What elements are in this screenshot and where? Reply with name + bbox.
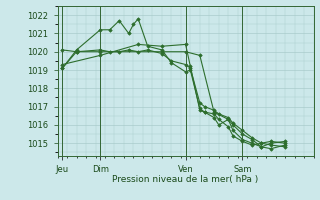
X-axis label: Pression niveau de la mer( hPa ): Pression niveau de la mer( hPa ) — [112, 175, 259, 184]
